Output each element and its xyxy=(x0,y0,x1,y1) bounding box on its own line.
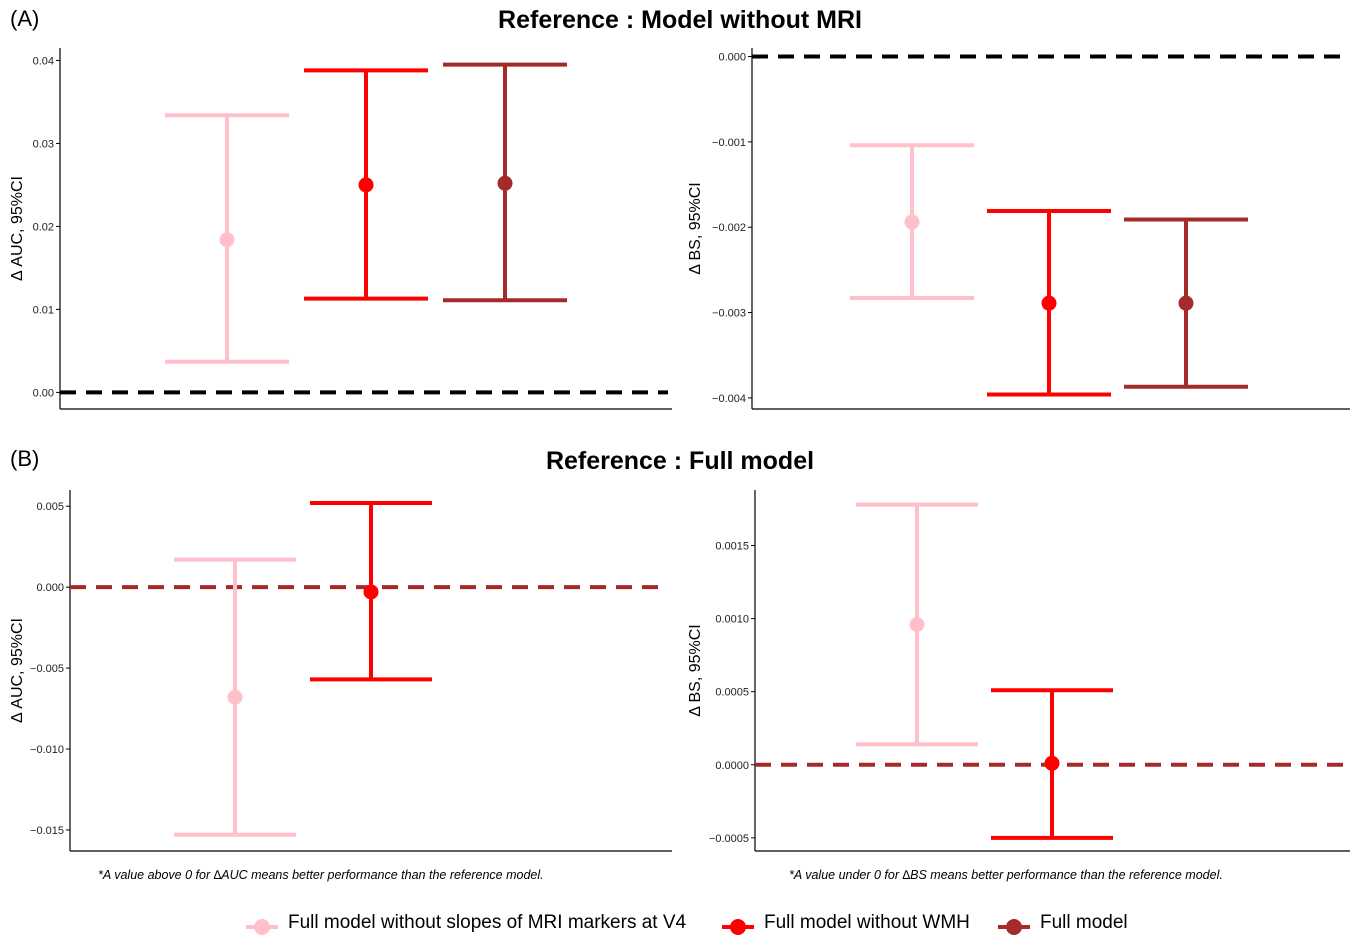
y-tick-label: −0.004 xyxy=(712,393,746,405)
point-estimate xyxy=(1044,755,1060,771)
legend-label-full: Full model xyxy=(1040,912,1128,933)
legend-key-wmh xyxy=(722,908,754,938)
legend-item-full: Full model xyxy=(998,908,1128,938)
point-estimate xyxy=(1041,295,1057,311)
note-bs: *A value under 0 for ∆BS means better pe… xyxy=(789,868,1223,882)
y-axis-title: Δ BS, 95%CI xyxy=(687,182,704,275)
y-tick-label: −0.005 xyxy=(30,663,64,675)
section-title-a: Reference : Model without MRI xyxy=(498,6,862,34)
point-estimate xyxy=(904,214,920,230)
legend-item-wmh: Full model without WMH xyxy=(722,908,970,938)
y-tick-label: 0.0000 xyxy=(715,760,749,772)
y-tick-label: 0.0015 xyxy=(715,541,749,553)
y-tick-label: −0.015 xyxy=(30,825,64,837)
y-tick-label: 0.000 xyxy=(36,582,64,594)
legend-label-slopes: Full model without slopes of MRI markers… xyxy=(288,912,687,933)
y-axis-title: Δ AUC, 95%CI xyxy=(9,176,26,281)
y-tick-label: −0.0005 xyxy=(709,833,749,845)
legend-key-dot xyxy=(1006,919,1022,935)
y-tick-label: 0.000 xyxy=(718,52,746,64)
point-estimate xyxy=(1178,295,1194,311)
y-tick-label: −0.002 xyxy=(712,222,746,234)
legend-key-dot xyxy=(254,919,270,935)
legend-key-slopes xyxy=(246,908,278,938)
point-estimate xyxy=(909,616,925,632)
y-tick-label: 0.01 xyxy=(33,304,54,316)
legend: Full model without slopes of MRI markers… xyxy=(0,908,1354,938)
chart-A-bs: 0.000 −0.001 −0.002 −0.003 −0.004 Δ BS, 95%CI xyxy=(687,48,1350,410)
note-auc: *A value above 0 for ∆AUC means better p… xyxy=(98,868,544,882)
y-tick-label: −0.003 xyxy=(712,308,746,320)
point-estimate xyxy=(497,175,513,191)
point-estimate xyxy=(227,689,243,705)
y-tick-label: 0.02 xyxy=(33,221,54,233)
section-title-b: Reference : Full model xyxy=(545,447,815,475)
point-estimate xyxy=(358,177,374,193)
y-tick-label: 0.04 xyxy=(33,55,54,67)
y-tick-label: −0.010 xyxy=(30,744,64,756)
legend-key-dot xyxy=(730,919,746,935)
y-tick-label: −0.001 xyxy=(712,137,746,149)
y-tick-label: 0.005 xyxy=(36,501,64,513)
panel-tag-a: (A) xyxy=(10,6,40,31)
legend-item-slopes: Full model without slopes of MRI markers… xyxy=(246,908,686,938)
y-axis-title: Δ BS, 95%CI xyxy=(687,624,704,717)
y-tick-label: 0.03 xyxy=(33,138,54,150)
chart-A-auc: 0.00 0.01 0.02 0.03 0.04 Δ AUC, 95%CI xyxy=(9,48,672,410)
panel-tag-b: (B) xyxy=(10,446,40,471)
y-tick-label: 0.00 xyxy=(33,387,54,399)
y-axis-title: Δ AUC, 95%CI xyxy=(9,618,26,723)
chart-B-bs: 0.0015 0.0010 0.0005 0.0000 −0.0005 Δ BS, 95%… xyxy=(687,490,1350,852)
legend-key-full xyxy=(998,908,1030,938)
chart-B-auc: 0.005 0.000 −0.005 −0.010 −0.015 Δ AUC, 95%CI xyxy=(9,490,672,852)
legend-label-wmh: Full model without WMH xyxy=(764,912,970,933)
y-tick-label: 0.0005 xyxy=(715,687,749,699)
point-estimate xyxy=(219,232,235,248)
y-tick-label: 0.0010 xyxy=(715,614,749,626)
point-estimate xyxy=(363,584,379,600)
